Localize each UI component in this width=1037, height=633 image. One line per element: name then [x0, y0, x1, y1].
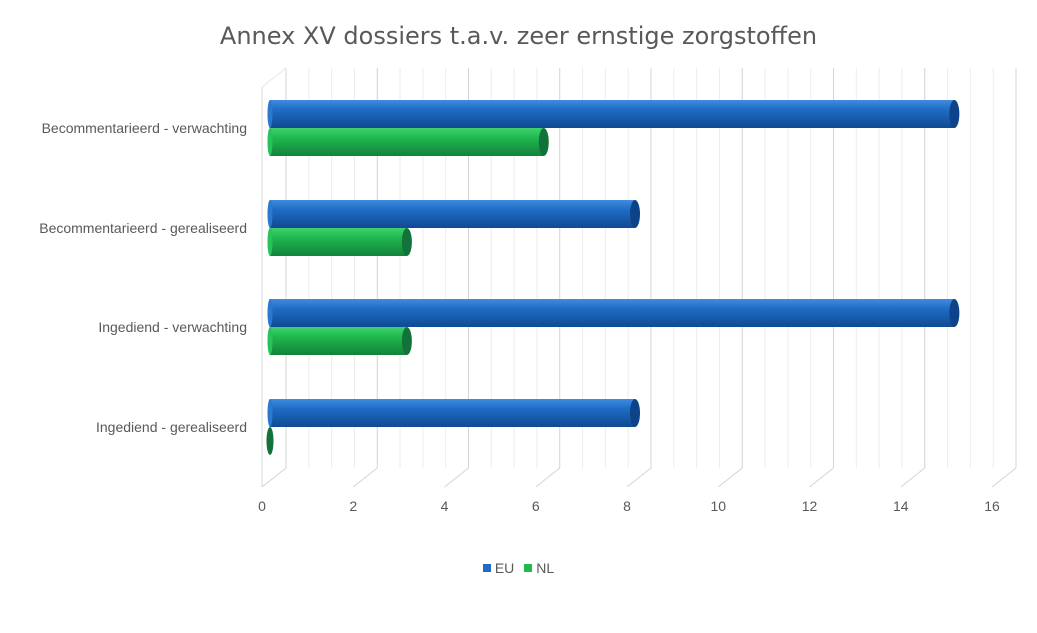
bar-eu: [267, 200, 640, 228]
bar-start-cap: [267, 327, 273, 355]
bar-body: [270, 299, 955, 327]
x-tick-label: 12: [802, 498, 818, 514]
bar-start-cap: [267, 228, 273, 256]
legend-swatch-eu: [482, 564, 491, 572]
bar-end-cap: [630, 399, 640, 427]
bar-eu: [267, 399, 640, 427]
bar-start-cap: [267, 100, 273, 128]
bars: [266, 100, 960, 455]
bar-end-cap: [401, 327, 412, 355]
axis-labels: 0 2 4 6 8 10 12 14 16 Becommentarieerd - verwacht…: [39, 120, 1000, 514]
x-tick-label: 8: [623, 498, 631, 514]
left-wall-top: [261, 67, 287, 88]
bar-eu: [267, 299, 960, 327]
bar-body: [270, 200, 635, 228]
x-tick-label: 16: [984, 498, 1000, 514]
x-tick-label: 6: [532, 498, 540, 514]
bar-body: [270, 399, 635, 427]
category-label: Ingediend - gerealiseerd: [96, 419, 247, 435]
bar-body: [270, 228, 407, 256]
bar-end-cap: [266, 427, 274, 455]
legend-label-nl: NL: [536, 560, 555, 576]
chart-title: Annex XV dossiers t.a.v. zeer ernstige z…: [219, 22, 818, 50]
floor-gridline: [626, 467, 652, 488]
bar-end-cap: [949, 299, 960, 327]
category-label: Becommentarieerd - verwachting: [42, 120, 247, 136]
bar-nl: [267, 128, 549, 156]
legend-item-eu: EU: [482, 560, 515, 576]
legend-swatch-nl: [524, 564, 533, 572]
x-tick-label: 14: [893, 498, 909, 514]
x-tick-label: 2: [349, 498, 357, 514]
floor-gridline: [352, 467, 378, 488]
bar-end-cap: [538, 128, 549, 156]
bar-end-cap: [401, 228, 412, 256]
bar-start-cap: [267, 299, 273, 327]
bar-start-cap: [267, 399, 273, 427]
floor-gridline: [900, 467, 926, 488]
bar-start-cap: [267, 128, 273, 156]
floor-gridline: [444, 467, 469, 488]
bar-body: [270, 327, 407, 355]
bar-end-cap: [630, 200, 640, 228]
x-tick-label: 0: [258, 498, 266, 514]
floor-gridline: [535, 467, 561, 488]
bar-nl: [267, 327, 412, 355]
legend: EU NL: [0, 560, 1037, 576]
x-tick-label: 10: [710, 498, 726, 514]
category-label: Becommentarieerd - gerealiseerd: [39, 220, 247, 236]
floor-gridline: [991, 467, 1017, 488]
legend-item-nl: NL: [524, 560, 554, 576]
bar-end-cap: [949, 100, 960, 128]
floor-gridline: [261, 467, 287, 488]
floor-gridline: [809, 467, 834, 488]
legend-label-eu: EU: [494, 560, 515, 576]
bar-body: [270, 128, 544, 156]
floor-gridline: [717, 467, 743, 488]
bar-eu: [267, 100, 960, 128]
x-tick-label: 4: [441, 498, 449, 514]
bar-body: [270, 100, 955, 128]
bar-start-cap: [267, 200, 273, 228]
bar-nl: [267, 228, 412, 256]
category-label: Ingediend - verwachting: [98, 319, 247, 335]
bar-nl: [266, 427, 274, 455]
